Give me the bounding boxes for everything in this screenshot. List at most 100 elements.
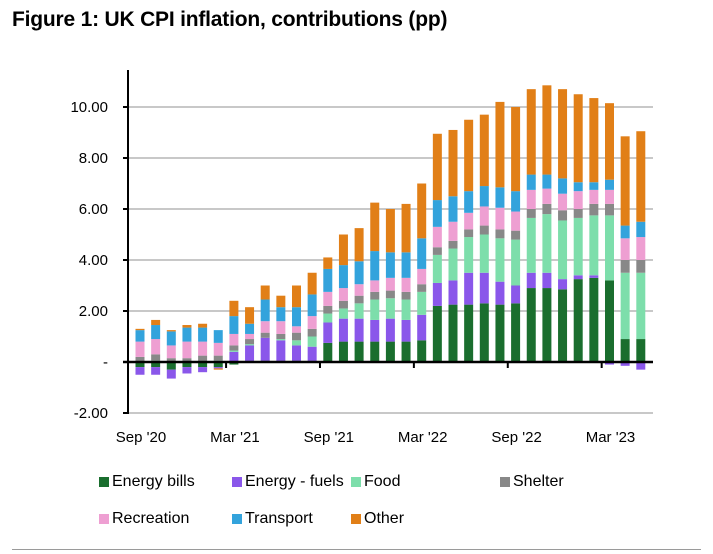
bar-segment-shelter xyxy=(260,332,270,338)
bar-segment-shelter xyxy=(636,260,646,273)
bar-segment-energy-fuels xyxy=(260,337,270,361)
bars xyxy=(135,85,646,379)
bar-segment-shelter xyxy=(605,203,614,216)
bar-segment-other xyxy=(323,257,333,269)
y-tick-label: -2.00 xyxy=(74,405,108,422)
bar-segment-energy-bills xyxy=(198,362,208,368)
bar-segment-food xyxy=(573,217,583,276)
bar-segment-recreation xyxy=(182,341,192,359)
x-tick-label: Mar '21 xyxy=(210,429,260,446)
legend-swatch xyxy=(351,477,361,487)
bar-segment-food xyxy=(495,238,505,282)
bar-segment-food xyxy=(245,344,255,346)
bar-segment-energy-fuels xyxy=(151,367,161,375)
bar-segment-transport xyxy=(558,178,568,194)
bar-segment-transport xyxy=(417,238,427,269)
bar-segment-food xyxy=(323,313,333,323)
x-tick-label: Sep '21 xyxy=(304,429,354,446)
bar-segment-other xyxy=(166,330,176,332)
bar-segment-energy-fuels xyxy=(307,346,317,361)
bar-segment-transport xyxy=(401,252,411,278)
bar-segment-transport xyxy=(385,252,395,278)
bar-segment-recreation xyxy=(464,212,474,230)
bar-segment-transport xyxy=(229,316,239,334)
bar-segment-shelter xyxy=(245,339,255,345)
bar-segment-shelter xyxy=(182,358,192,362)
bar-segment-energy-bills xyxy=(573,279,583,362)
bar-segment-recreation xyxy=(292,326,301,333)
bar-segment-energy-fuels xyxy=(229,351,239,362)
bar-segment-recreation xyxy=(401,277,411,292)
bar-segment-energy-fuels xyxy=(213,367,223,369)
bar-segment-transport xyxy=(573,182,583,192)
bottom-divider xyxy=(12,549,701,550)
bar-segment-transport xyxy=(495,187,505,208)
bar-segment-recreation xyxy=(511,211,521,231)
bar-segment-energy-fuels xyxy=(323,322,333,343)
bar-segment-shelter xyxy=(229,345,239,351)
bar-segment-energy-fuels xyxy=(385,318,395,342)
bar-segment-other xyxy=(417,183,427,239)
legend-swatch xyxy=(500,477,510,487)
legend-label: Food xyxy=(364,473,401,490)
bar-segment-energy-bills xyxy=(511,303,521,362)
bar-segment-other xyxy=(620,136,630,226)
bar-segment-shelter xyxy=(292,332,301,341)
bar-segment-energy-bills xyxy=(432,305,442,362)
legend-label: Other xyxy=(364,510,405,527)
bar-segment-energy-bills xyxy=(589,277,599,362)
bar-segment-food xyxy=(417,291,427,315)
y-tick-label: 6.00 xyxy=(79,201,108,218)
bar-segment-recreation xyxy=(385,277,395,291)
bar-segment-shelter xyxy=(213,355,223,361)
bar-segment-other xyxy=(245,307,255,324)
legend-swatch xyxy=(232,514,242,524)
y-tick-label: - xyxy=(103,354,108,371)
bar-segment-recreation xyxy=(448,221,458,241)
bar-segment-recreation xyxy=(229,333,239,346)
bar-segment-food xyxy=(354,303,364,319)
bar-segment-other xyxy=(213,368,223,370)
bar-segment-other xyxy=(229,300,239,317)
bar-segment-energy-fuels xyxy=(573,275,583,280)
x-tick-label: Mar '22 xyxy=(398,429,448,446)
bar-segment-transport xyxy=(245,323,255,334)
bar-segment-energy-bills xyxy=(323,342,333,362)
chart-title: Figure 1: UK CPI inflation, contribution… xyxy=(12,8,448,31)
legend-swatch xyxy=(232,477,242,487)
bar-segment-transport xyxy=(166,331,176,346)
bar-segment-other xyxy=(479,114,489,187)
bar-segment-food xyxy=(276,339,286,341)
bar-segment-transport xyxy=(605,179,614,190)
bar-segment-other xyxy=(636,131,646,222)
bar-segment-other xyxy=(182,325,192,328)
bar-segment-other xyxy=(464,119,474,192)
bar-segment-transport xyxy=(479,186,489,207)
bar-segment-food xyxy=(605,215,614,281)
y-tick-label: 4.00 xyxy=(79,252,108,269)
bar-segment-shelter xyxy=(166,358,176,362)
bar-segment-other xyxy=(589,98,599,183)
bar-segment-recreation xyxy=(151,339,161,355)
bar-segment-recreation xyxy=(589,189,599,204)
bar-segment-transport xyxy=(260,299,270,322)
bar-segment-energy-fuels xyxy=(620,362,630,366)
axes xyxy=(123,70,653,414)
bar-segment-other xyxy=(605,103,614,180)
bar-segment-other xyxy=(338,234,348,266)
bar-segment-transport xyxy=(307,294,317,317)
bar-segment-food xyxy=(229,350,239,352)
bar-segment-other xyxy=(151,319,161,326)
bar-segment-energy-bills xyxy=(354,341,364,362)
bar-segment-transport xyxy=(151,325,161,340)
bar-segment-recreation xyxy=(558,193,568,211)
bar-segment-energy-fuels xyxy=(479,272,489,304)
bar-segment-energy-bills xyxy=(151,362,161,368)
y-tick-label: 8.00 xyxy=(79,150,108,167)
bar-segment-energy-bills xyxy=(370,341,380,362)
bar-segment-recreation xyxy=(479,206,489,226)
bar-segment-other xyxy=(573,94,583,183)
bar-segment-energy-bills xyxy=(229,362,239,365)
legend-label: Recreation xyxy=(112,510,190,527)
